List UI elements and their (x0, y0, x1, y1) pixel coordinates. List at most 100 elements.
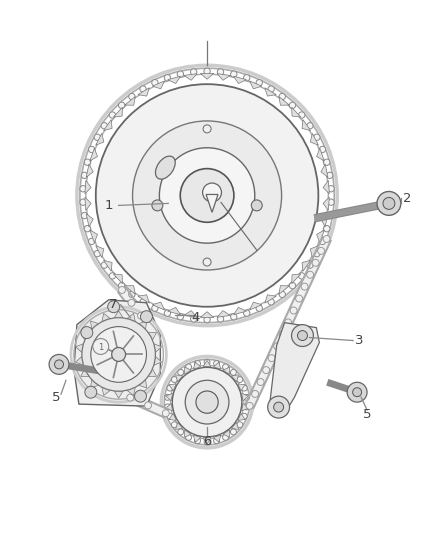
Circle shape (91, 327, 146, 382)
Circle shape (279, 331, 286, 338)
Text: 7: 7 (109, 298, 117, 311)
Polygon shape (201, 74, 214, 79)
Polygon shape (242, 393, 248, 401)
Polygon shape (154, 357, 162, 365)
Polygon shape (203, 360, 211, 367)
Circle shape (319, 146, 325, 152)
Polygon shape (238, 414, 245, 421)
Circle shape (290, 102, 296, 108)
Circle shape (244, 75, 250, 81)
Circle shape (178, 429, 184, 435)
Polygon shape (321, 214, 328, 227)
Circle shape (82, 318, 155, 391)
Polygon shape (265, 88, 276, 96)
Text: 5: 5 (363, 408, 371, 421)
Circle shape (81, 327, 93, 338)
Polygon shape (125, 96, 135, 106)
Circle shape (180, 168, 234, 222)
Polygon shape (242, 403, 248, 411)
Polygon shape (169, 414, 177, 421)
Circle shape (274, 343, 281, 350)
Polygon shape (217, 311, 230, 317)
Polygon shape (203, 438, 211, 444)
Polygon shape (91, 379, 99, 388)
Circle shape (138, 312, 145, 319)
Polygon shape (95, 246, 104, 257)
Circle shape (217, 316, 224, 322)
Circle shape (290, 307, 297, 314)
Polygon shape (125, 286, 135, 294)
Circle shape (318, 247, 325, 254)
Circle shape (152, 200, 163, 211)
Circle shape (296, 295, 303, 302)
Polygon shape (213, 435, 221, 442)
Polygon shape (292, 107, 301, 117)
Circle shape (109, 112, 116, 118)
Polygon shape (217, 74, 230, 80)
Circle shape (133, 121, 282, 270)
Circle shape (297, 330, 307, 341)
Circle shape (81, 212, 88, 219)
Circle shape (257, 378, 264, 385)
Polygon shape (114, 391, 123, 398)
Circle shape (328, 185, 334, 192)
Polygon shape (74, 300, 160, 406)
Circle shape (186, 364, 191, 370)
Circle shape (203, 125, 211, 133)
Circle shape (171, 377, 177, 383)
Circle shape (268, 354, 275, 362)
Circle shape (292, 325, 314, 346)
Circle shape (256, 79, 262, 86)
Circle shape (165, 394, 170, 400)
Polygon shape (154, 344, 162, 352)
Circle shape (191, 69, 197, 75)
Circle shape (301, 283, 308, 290)
Circle shape (112, 348, 126, 361)
Circle shape (244, 394, 250, 400)
Circle shape (319, 238, 325, 245)
Polygon shape (166, 393, 173, 401)
Circle shape (88, 146, 95, 152)
Circle shape (223, 364, 229, 370)
Polygon shape (302, 119, 311, 131)
Circle shape (119, 282, 125, 289)
Polygon shape (292, 274, 301, 284)
Polygon shape (231, 375, 239, 382)
Polygon shape (233, 76, 247, 84)
Polygon shape (279, 286, 289, 294)
Circle shape (140, 86, 146, 92)
Polygon shape (113, 107, 123, 117)
Circle shape (299, 112, 305, 118)
Circle shape (194, 360, 201, 367)
Circle shape (119, 102, 125, 108)
Polygon shape (128, 393, 168, 417)
Polygon shape (139, 321, 147, 329)
Polygon shape (310, 133, 318, 145)
Circle shape (307, 123, 313, 129)
Circle shape (129, 93, 135, 100)
Circle shape (251, 200, 262, 211)
Circle shape (101, 262, 107, 268)
Circle shape (101, 123, 107, 129)
Circle shape (127, 394, 134, 401)
Circle shape (328, 199, 334, 205)
Circle shape (134, 390, 146, 402)
Circle shape (94, 251, 100, 257)
Text: 4: 4 (191, 311, 199, 324)
Polygon shape (231, 423, 239, 430)
Circle shape (177, 71, 184, 77)
Polygon shape (102, 313, 110, 322)
Circle shape (159, 148, 255, 243)
Circle shape (108, 301, 120, 313)
Circle shape (165, 404, 170, 410)
Polygon shape (265, 295, 276, 303)
Polygon shape (91, 321, 99, 329)
Polygon shape (250, 81, 262, 89)
Polygon shape (176, 375, 183, 382)
Circle shape (314, 251, 320, 257)
Circle shape (263, 367, 270, 374)
Polygon shape (103, 119, 112, 131)
Polygon shape (279, 96, 289, 106)
Text: 5: 5 (52, 391, 60, 403)
Circle shape (119, 287, 125, 294)
